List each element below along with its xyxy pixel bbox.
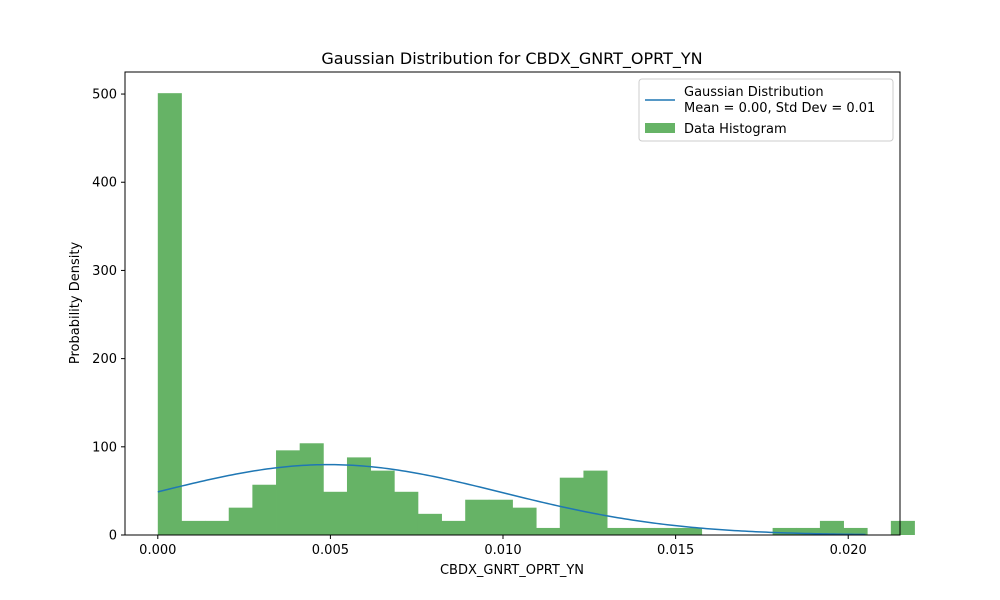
y-tick-label: 400	[92, 176, 117, 191]
histogram-bar	[583, 470, 608, 535]
y-tick-label: 300	[92, 264, 117, 279]
x-tick-label: 0.020	[830, 543, 867, 558]
histogram-bar	[441, 520, 466, 535]
x-tick-label: 0.015	[657, 543, 694, 558]
histogram-bar	[370, 470, 395, 535]
histogram-bar	[252, 484, 277, 535]
y-tick-label: 200	[92, 352, 117, 367]
y-axis-ticks: 0 100 200 300 400 500	[92, 88, 125, 544]
x-axis-ticks: 0.000 0.005 0.010 0.015 0.020	[139, 535, 867, 558]
histogram-bar	[299, 443, 324, 535]
histogram-bar	[630, 527, 655, 535]
x-tick-label: 0.010	[484, 543, 521, 558]
histogram-bar	[323, 491, 348, 535]
histogram-bar	[228, 507, 253, 535]
histogram-bar	[417, 513, 442, 535]
histogram-bar	[205, 520, 230, 535]
x-axis-label: CBDX_GNRT_OPRT_YN	[440, 563, 584, 578]
histogram-bar	[890, 520, 915, 535]
chart-title: Gaussian Distribution for CBDX_GNRT_OPRT…	[321, 49, 702, 69]
gaussian-curve	[157, 463, 866, 536]
histogram-bar	[276, 450, 301, 535]
histogram-bar	[181, 520, 206, 535]
x-tick-label: 0.000	[139, 543, 176, 558]
histogram-bar	[772, 527, 797, 535]
histogram-bar	[607, 527, 632, 535]
y-tick-label: 0	[109, 529, 117, 544]
histogram-bar	[654, 527, 679, 535]
histogram-bars	[157, 93, 915, 536]
legend-gaussian-label-line2: Mean = 0.00, Std Dev = 0.01	[684, 101, 875, 116]
histogram-bar	[678, 527, 703, 535]
histogram-bar	[394, 491, 419, 535]
histogram-bar	[465, 499, 490, 535]
histogram-bar	[843, 527, 868, 535]
legend-histogram-swatch	[645, 123, 675, 133]
histogram-bar	[488, 499, 513, 535]
y-tick-label: 100	[92, 440, 117, 455]
histogram-bar	[796, 527, 821, 535]
histogram-bar	[819, 520, 844, 535]
legend-histogram-label: Data Histogram	[684, 122, 787, 137]
histogram-bar	[512, 507, 537, 535]
y-tick-label: 500	[92, 88, 117, 103]
histogram-bar	[559, 477, 584, 535]
histogram-bar	[536, 527, 561, 535]
legend: Gaussian Distribution Mean = 0.00, Std D…	[638, 78, 894, 142]
x-tick-label: 0.005	[312, 543, 349, 558]
histogram-bar	[157, 93, 182, 536]
legend-gaussian-label-line1: Gaussian Distribution	[684, 85, 824, 100]
histogram-bar	[346, 457, 372, 535]
plot-frame	[124, 71, 901, 536]
y-axis-label: Probability Density	[68, 242, 83, 365]
legend-box	[638, 78, 894, 142]
